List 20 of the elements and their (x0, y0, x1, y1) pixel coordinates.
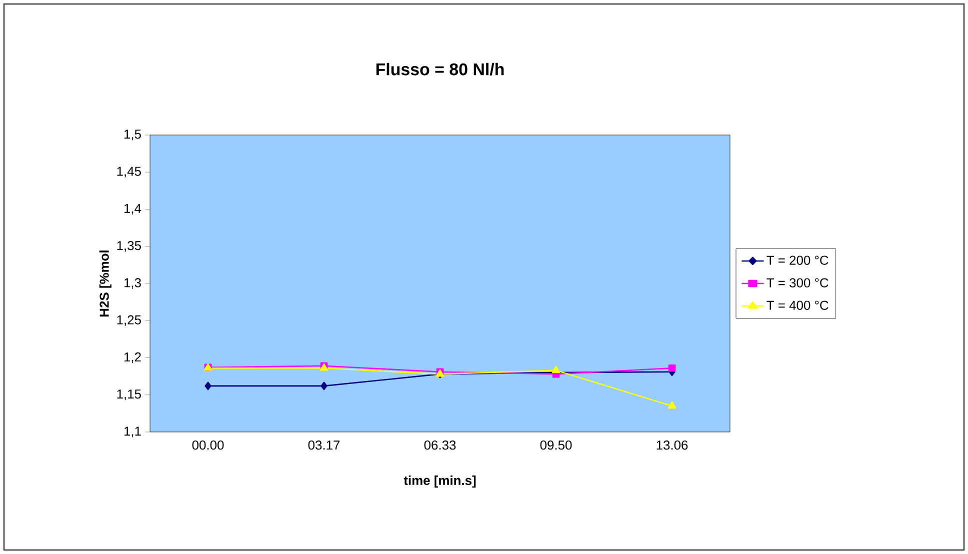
y-tick-label: 1,25 (117, 315, 141, 326)
y-tick-label: 1,2 (124, 352, 141, 364)
x-axis-title: time [min.s] (404, 476, 476, 488)
x-tick-label: 03.17 (308, 440, 340, 450)
x-tick-label: 00.00 (192, 440, 224, 450)
y-tick-label: 1,4 (124, 204, 142, 215)
x-tick-label: 09.50 (540, 440, 572, 450)
x-tick-label: 06.33 (424, 440, 456, 450)
legend-label: T = 300 °C (766, 278, 828, 288)
y-axis-title: H2S [%mol (99, 250, 112, 316)
y-tick-label: 1,15 (117, 390, 141, 400)
x-tick-label: 13.06 (656, 440, 688, 450)
legend-label: T = 200 °C (766, 256, 828, 265)
y-tick-label: 1,1 (124, 426, 141, 438)
y-tick-label: 1,45 (117, 166, 141, 178)
y-tick-label: 1,35 (117, 241, 141, 252)
chart-title: Flusso = 80 Nl/h (376, 62, 504, 76)
legend-label: T = 400 °C (766, 300, 828, 310)
y-tick-label: 1,5 (124, 130, 141, 140)
y-tick-label: 1,3 (124, 278, 141, 289)
